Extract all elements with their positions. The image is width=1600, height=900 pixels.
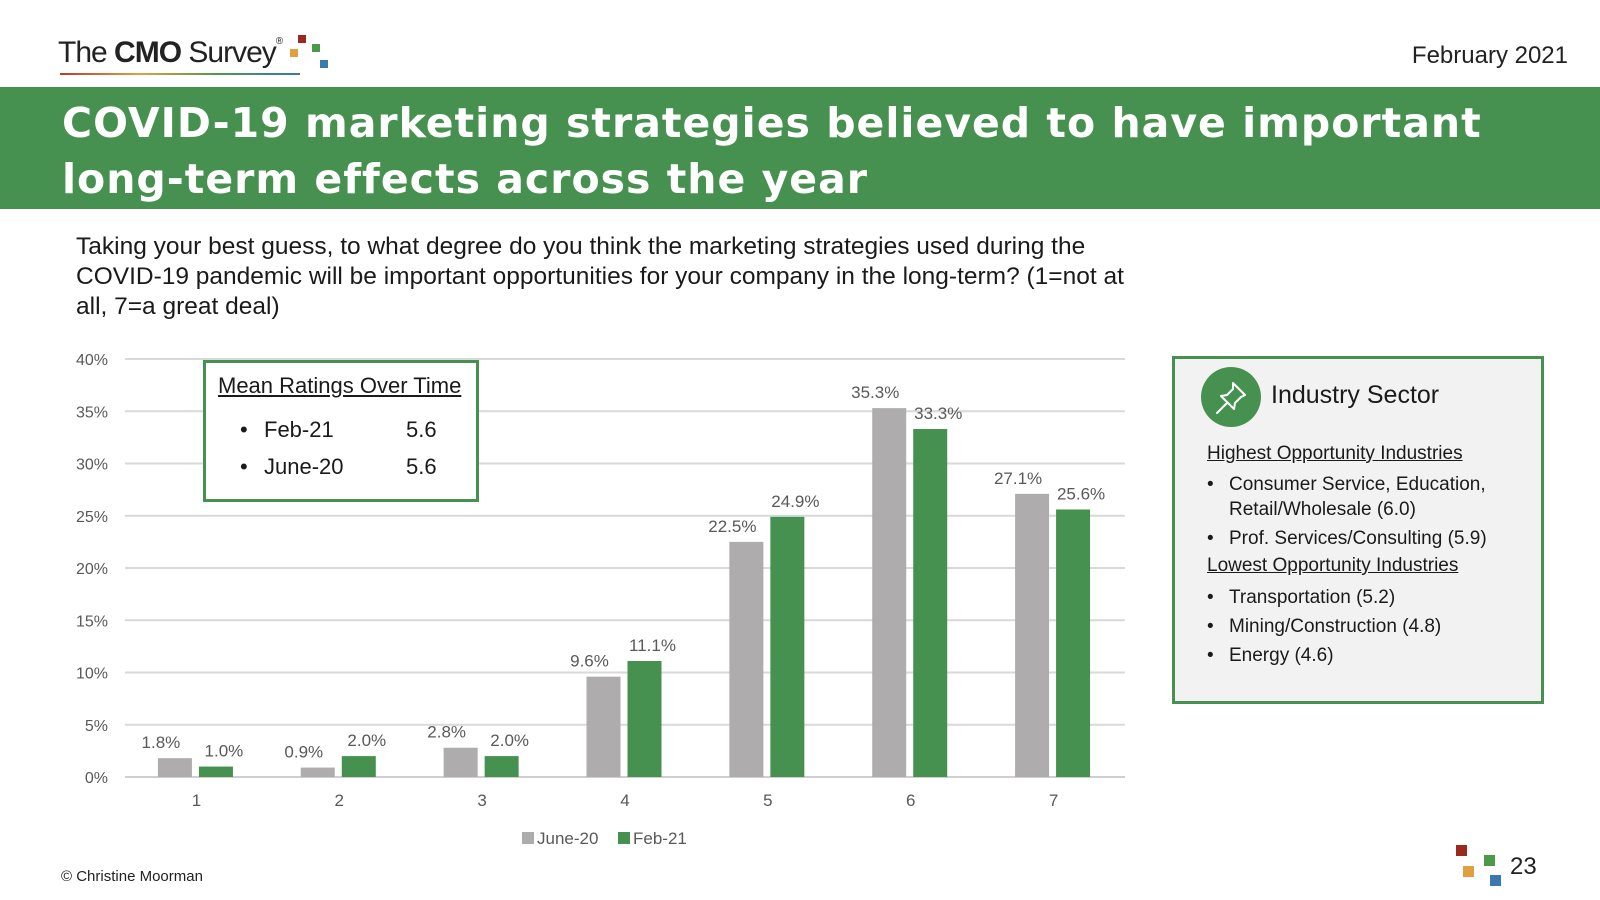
bar-chart: 0% 5% 10% 15% 20% 25% 30% 35% 40% 1.8% 1.0% 0.9% 2.… (76, 352, 1125, 848)
data-label: 35.3% (851, 383, 899, 402)
bar-feb-21 (627, 661, 662, 777)
bar-june-20 (1015, 493, 1050, 777)
x-tick-label: 4 (620, 791, 629, 810)
survey-question: Taking your best guess, to what degree d… (76, 233, 1124, 320)
logo-registered-mark: ® (275, 36, 283, 47)
data-label: 25.6% (1057, 484, 1105, 503)
logo-square-orange (290, 49, 298, 57)
y-tick-label: 25% (76, 509, 108, 526)
y-tick-label: 40% (76, 352, 108, 369)
bullet: • (1207, 587, 1214, 608)
y-tick-label: 0% (85, 770, 108, 787)
bar-feb-21 (1056, 509, 1091, 777)
data-label: 24.9% (771, 492, 819, 511)
mean-row-value: 5.6 (406, 417, 437, 442)
corner-square-orange (1463, 866, 1474, 877)
y-tick-label: 10% (76, 666, 108, 683)
logo-underline (60, 73, 300, 75)
data-label: 33.3% (914, 404, 962, 423)
logo-suffix: Survey (188, 36, 276, 69)
title-banner: COVID-19 marketing strategies believed t… (0, 87, 1600, 209)
bar-feb-21 (341, 756, 376, 777)
industry-item: Consumer Service, Education, Retail/Whol… (1229, 474, 1486, 520)
data-label: 0.9% (284, 743, 323, 762)
logo-square-blue (320, 60, 328, 68)
highest-opportunity-heading: Highest Opportunity Industries (1207, 443, 1463, 464)
y-tick-label: 5% (85, 718, 108, 735)
industry-item: Prof. Services/Consulting (5.9) (1229, 528, 1487, 549)
x-tick-label: 7 (1049, 791, 1058, 810)
x-tick-label: 1 (192, 791, 201, 810)
legend-label: June-20 (537, 829, 598, 848)
y-axis-ticks: 0% 5% 10% 15% 20% 25% 30% 35% 40% (76, 352, 108, 787)
logo-square-red (298, 35, 306, 43)
x-axis-ticks: 1 2 3 4 5 6 7 (192, 791, 1059, 810)
chart-data-labels: 1.8% 1.0% 0.9% 2.0% 2.8% 2.0% 9.6% 11.1% 22.5% 24… (142, 383, 1106, 761)
x-tick-label: 5 (763, 791, 772, 810)
slide-title: COVID-19 marketing strategies believed t… (62, 99, 1482, 203)
bar-june-20 (872, 408, 907, 777)
bullet: • (1207, 616, 1214, 637)
corner-square-blue (1490, 875, 1501, 886)
corner-square-red (1456, 845, 1467, 856)
industry-item: Transportation (5.2) (1229, 587, 1396, 608)
bar-june-20 (443, 747, 478, 777)
y-tick-label: 20% (76, 561, 108, 578)
report-date: February 2021 (1411, 42, 1568, 69)
x-tick-label: 2 (335, 791, 344, 810)
bar-feb-21 (198, 766, 233, 777)
data-label: 2.0% (347, 731, 386, 750)
legend-swatch (618, 832, 630, 844)
bullet: • (1207, 528, 1214, 549)
bullet: • (240, 417, 248, 442)
logo-bold: CMO (114, 36, 182, 69)
chart-bars (157, 408, 1091, 777)
x-tick-label: 6 (906, 791, 915, 810)
page-number: 23 (1510, 853, 1537, 880)
legend-label: Feb-21 (633, 829, 687, 848)
bullet: • (1207, 474, 1214, 495)
data-label: 22.5% (708, 517, 756, 536)
bullet: • (240, 454, 248, 479)
x-tick-label: 3 (477, 791, 486, 810)
data-label: 11.1% (629, 636, 676, 655)
corner-square-green (1484, 855, 1495, 866)
mean-row-label: June-20 (264, 454, 344, 479)
bar-feb-21 (770, 516, 805, 777)
data-label: 2.8% (427, 723, 466, 742)
y-tick-label: 30% (76, 457, 108, 474)
logo-prefix: The (58, 36, 108, 69)
mean-row-value: 5.6 (406, 454, 437, 479)
industry-item: Mining/Construction (4.8) (1229, 616, 1442, 637)
bullet: • (1207, 645, 1214, 666)
logo-text: The CMO Survey® (58, 36, 283, 70)
bar-feb-21 (913, 429, 948, 777)
bar-feb-21 (484, 756, 519, 777)
mean-row-label: Feb-21 (264, 417, 334, 442)
bar-june-20 (157, 758, 192, 777)
mean-ratings-title: Mean Ratings Over Time (218, 373, 462, 398)
bar-june-20 (586, 676, 621, 777)
pushpin-icon (1201, 367, 1261, 427)
mean-ratings-box: Mean Ratings Over Time • Feb-21 5.6 • Ju… (203, 360, 479, 502)
bar-june-20 (300, 767, 335, 777)
data-label: 1.8% (142, 733, 181, 752)
y-tick-label: 15% (76, 613, 108, 630)
industry-item: Energy (4.6) (1229, 645, 1334, 666)
industry-sector-box: Industry Sector Highest Opportunity Indu… (1172, 356, 1544, 704)
data-label: 9.6% (570, 652, 609, 671)
legend-swatch (522, 832, 534, 844)
data-label: 27.1% (994, 469, 1042, 488)
y-tick-label: 35% (76, 404, 108, 421)
data-label: 2.0% (490, 731, 529, 750)
lowest-opportunity-heading: Lowest Opportunity Industries (1207, 555, 1459, 576)
chart-gridlines (125, 358, 1125, 778)
logo-square-green (312, 44, 320, 52)
copyright-notice: © Christine Moorman (61, 868, 203, 885)
bar-june-20 (729, 541, 764, 777)
industry-sector-title: Industry Sector (1271, 381, 1440, 409)
data-label: 1.0% (205, 742, 244, 761)
chart-legend: June-20 Feb-21 (522, 829, 687, 848)
